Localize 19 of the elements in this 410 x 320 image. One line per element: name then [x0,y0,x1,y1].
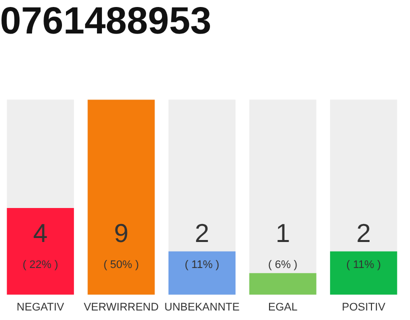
x-tick-label: EGAL [268,301,298,314]
annotation: ( 11% ) [184,258,220,271]
annotation: ( 11% ) [346,258,381,271]
chart-title: 0761488953 [0,0,212,42]
x-tick-label: UNBEKANNTE [164,301,240,314]
bar [330,251,398,295]
data-label: 9 [114,218,128,248]
annotation: ( 6% ) [268,258,298,271]
annotation: ( 22% ) [22,258,58,271]
data-label: 2 [356,218,371,248]
annotation: ( 50% ) [103,258,139,271]
bar [249,273,316,295]
x-tick-label: NEGATIV [16,301,65,314]
bar [168,251,236,295]
x-tick-label: POSITIV [342,301,386,314]
data-label: 2 [194,218,210,248]
data-label: 1 [276,218,290,248]
x-tick-label: VERWIRREND [84,301,159,314]
data-label: 4 [33,218,48,248]
